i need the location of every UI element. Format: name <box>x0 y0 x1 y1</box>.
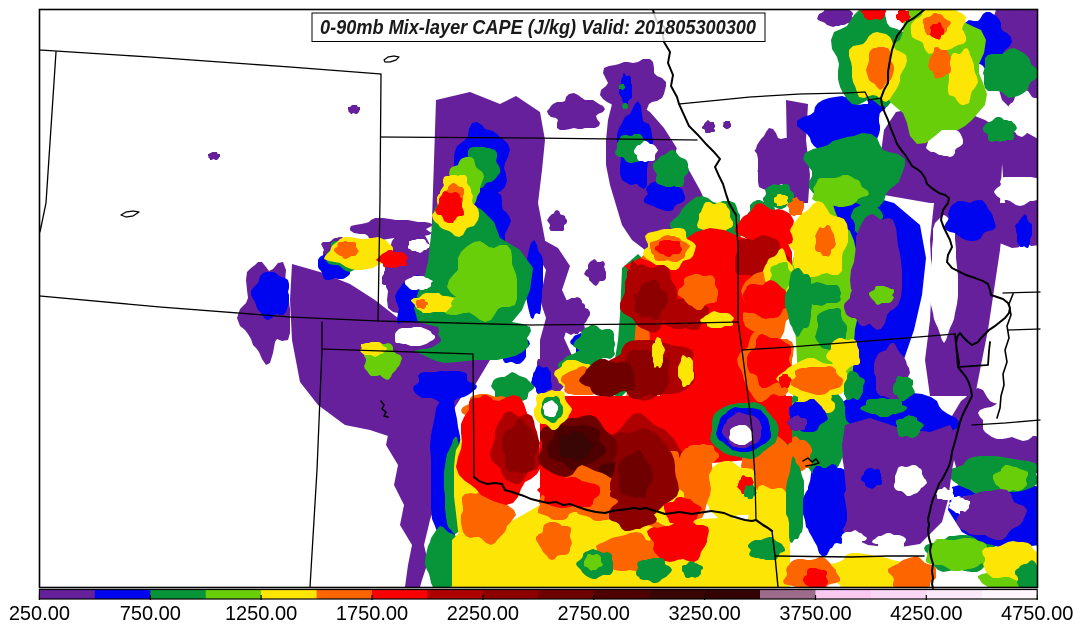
svg-text:4750.00: 4750.00 <box>1001 603 1073 625</box>
svg-text:2750.00: 2750.00 <box>558 603 630 625</box>
svg-text:3750.00: 3750.00 <box>779 603 851 625</box>
svg-text:4250.00: 4250.00 <box>890 603 962 625</box>
svg-text:1750.00: 1750.00 <box>336 603 408 625</box>
svg-text:750.00: 750.00 <box>120 603 181 625</box>
svg-text:1250.00: 1250.00 <box>225 603 297 625</box>
svg-text:3250.00: 3250.00 <box>668 603 740 625</box>
svg-text:0-90mb Mix-layer CAPE (J/kg) V: 0-90mb Mix-layer CAPE (J/kg) Valid: 2018… <box>320 17 756 39</box>
svg-text:2250.00: 2250.00 <box>447 603 519 625</box>
svg-text:250.00: 250.00 <box>9 603 70 625</box>
